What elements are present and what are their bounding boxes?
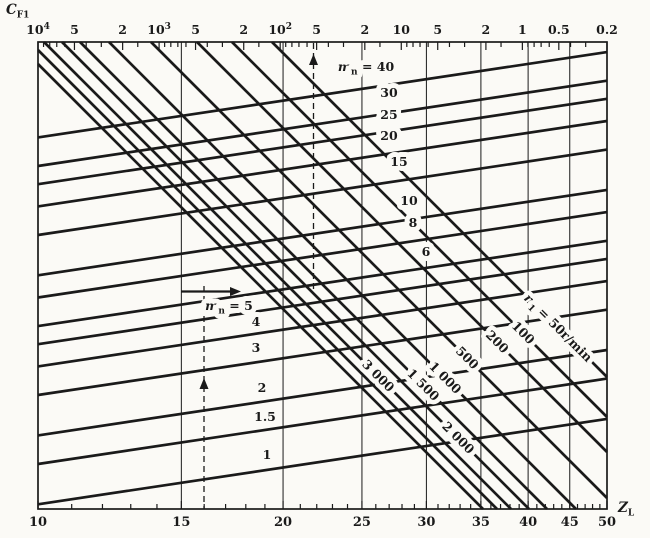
m-line: [37, 148, 608, 237]
top-axis-tick-label: 104: [26, 22, 50, 37]
m-line: [37, 119, 608, 208]
plot-border: [37, 41, 608, 510]
m-line: [37, 79, 608, 168]
m-line-label: 15: [390, 154, 407, 169]
m-line: [37, 279, 608, 368]
top-axis-tick-label: 102: [268, 22, 292, 37]
gridlines: [180, 42, 571, 509]
speed-lines: [37, 41, 608, 510]
m-line-label: 1.5: [254, 409, 276, 424]
m-line: [37, 188, 608, 277]
m-line: [37, 348, 608, 437]
bottom-axis-tick-label: 30: [417, 515, 435, 530]
m-line-label: 10: [400, 193, 418, 208]
bottom-axis-tick-label: 50: [598, 515, 616, 530]
top-axis-labels: 104 5 2 103 5 2 102 5 2 10 5 2 1 0.5 0.2: [26, 22, 618, 37]
m-line-label: 30: [380, 85, 398, 100]
n-line: [79, 41, 548, 510]
top-axis-tick-label: 2: [118, 22, 127, 37]
m-line: [37, 50, 608, 139]
guide-arrows: [181, 54, 318, 389]
bottom-axis-tick-label: 40: [519, 515, 537, 530]
m-line-label: 6: [422, 244, 431, 259]
m-line: [37, 377, 608, 466]
bottom-axis-tick-label: 15: [172, 515, 190, 530]
n-line: [37, 63, 484, 510]
top-axis-tick-label: 10: [393, 22, 411, 37]
top-axis-tick-label: 5: [191, 22, 200, 37]
top-axis-tick-label: 5: [433, 22, 442, 37]
bottom-axis-tick-label: 20: [274, 515, 292, 530]
m-line-label: 25: [380, 107, 397, 122]
n-line: [37, 49, 498, 510]
m-line: [37, 97, 608, 186]
m-line-label: 20: [380, 128, 398, 143]
bottom-axis-ticks: [37, 501, 608, 509]
top-axis-tick-label: 103: [147, 22, 171, 37]
n-line: [231, 41, 608, 418]
n-line: [61, 41, 530, 510]
n-line: [150, 41, 608, 499]
top-axis-tick-label: 0.5: [548, 22, 570, 37]
module-lines: [37, 50, 608, 506]
n-line: [271, 41, 608, 378]
m-line-label: 4: [252, 314, 261, 329]
bottom-axis-title: ZL: [617, 500, 635, 519]
up-arrow-icon: [309, 54, 318, 65]
top-axis-ticks: [37, 42, 608, 50]
up-arrow-icon: [199, 378, 209, 389]
m-line-label: 3: [252, 340, 261, 355]
m-line-label: 2: [258, 380, 267, 395]
n-line: [43, 41, 512, 510]
bottom-axis-tick-label: 25: [353, 515, 371, 530]
m-line-label: 8: [409, 215, 418, 230]
bottom-axis-tick-label: 35: [472, 515, 490, 530]
top-axis-tick-label: 2: [239, 22, 248, 37]
m-line-label: 1: [263, 447, 272, 462]
m-line: [37, 417, 608, 506]
n-line: [108, 41, 577, 510]
top-axis-tick-label: 2: [482, 22, 491, 37]
top-axis-tick-label: 5: [312, 22, 321, 37]
top-axis-tick-label: 2: [360, 22, 369, 37]
top-axis-tick-label: 1: [518, 22, 527, 37]
bottom-axis-labels: 10 15 20 25 30 35 40 45 50: [29, 515, 616, 530]
right-arrow-icon: [230, 287, 241, 296]
top-axis-tick-label: 0.2: [596, 22, 618, 37]
top-axis-title: CF1: [6, 2, 29, 21]
bottom-axis-tick-label: 10: [29, 515, 47, 530]
top-axis-tick-label: 5: [70, 22, 79, 37]
bottom-axis-tick-label: 45: [561, 515, 579, 530]
n-line: [196, 41, 608, 453]
